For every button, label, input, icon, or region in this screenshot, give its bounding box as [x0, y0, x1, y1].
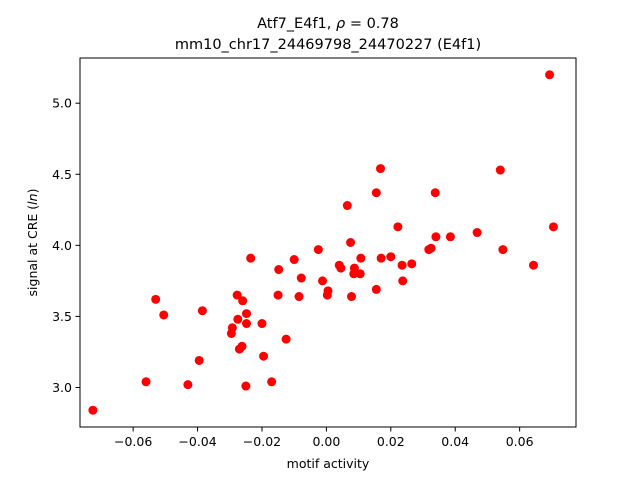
data-point: [495, 165, 505, 175]
data-point: [528, 260, 538, 270]
x-axis-label: motif activity: [287, 456, 370, 471]
y-axis-label-prefix: signal at CRE (: [25, 205, 40, 297]
data-point: [472, 228, 482, 238]
y-tick-label: 3.0: [52, 380, 72, 395]
data-point: [336, 263, 346, 273]
x-tick-label: 0.00: [312, 434, 340, 449]
x-tick-label: 0.02: [377, 434, 405, 449]
data-point: [241, 381, 251, 391]
data-point: [347, 292, 357, 302]
data-point: [355, 269, 365, 279]
data-point: [246, 253, 256, 263]
data-point: [183, 380, 193, 390]
y-tick-label: 5.0: [52, 96, 72, 111]
chart-title-rho-symbol: ρ: [336, 16, 346, 32]
data-point: [294, 292, 304, 302]
data-point: [398, 276, 408, 286]
data-point: [386, 252, 396, 262]
y-axis-label: signal at CRE (ln): [25, 189, 40, 297]
data-point: [426, 243, 436, 253]
data-point: [545, 70, 555, 80]
x-axis-ticks: −0.06 −0.04 −0.02 0.00 0.02 0.04 0.06: [114, 427, 534, 449]
data-point: [445, 232, 455, 242]
y-tick-label: 4.0: [52, 238, 72, 253]
data-point: [289, 255, 299, 265]
data-point: [376, 164, 385, 174]
y-tick-label: 3.5: [52, 309, 72, 324]
data-point: [548, 222, 558, 232]
data-point: [356, 253, 366, 263]
data-point: [342, 201, 352, 211]
data-point: [88, 405, 98, 415]
y-axis-ticks: 3.0 3.5 4.0 4.5 5.0: [52, 96, 80, 395]
data-point: [194, 355, 204, 365]
data-point: [349, 263, 359, 273]
data-point: [141, 377, 151, 387]
data-point: [267, 377, 277, 387]
chart-title-rho-value: = 0.78: [345, 16, 399, 32]
data-point: [151, 294, 161, 304]
data-point: [259, 351, 269, 361]
data-point: [197, 306, 207, 316]
x-tick-label: −0.04: [178, 434, 216, 449]
data-point: [257, 319, 267, 329]
data-point: [397, 260, 407, 270]
data-point: [281, 334, 291, 344]
chart-title-line2: mm10_chr17_24469798_24470227 (E4f1): [175, 37, 481, 53]
plot-frame: [79, 57, 577, 428]
y-axis-label-suffix: ): [25, 189, 40, 194]
data-point: [407, 259, 417, 269]
data-point: [371, 188, 381, 198]
data-point: [159, 310, 169, 320]
data-point: [227, 323, 237, 333]
chart-title-text: Atf7_E4f1,: [257, 16, 336, 32]
y-tick-label: 4.5: [52, 167, 72, 182]
data-point: [346, 238, 356, 247]
data-point: [232, 290, 242, 300]
chart-title-line1: Atf7_E4f1, ρ = 0.78: [257, 16, 399, 32]
data-point: [323, 286, 333, 296]
data-point: [238, 296, 248, 306]
data-point: [242, 319, 252, 329]
data-point: [376, 253, 386, 263]
data-point: [242, 309, 252, 319]
data-point: [273, 290, 283, 300]
x-tick-label: 0.06: [506, 434, 534, 449]
data-point: [274, 265, 284, 275]
data-point: [431, 232, 441, 242]
x-tick-label: −0.06: [114, 434, 152, 449]
data-points: [88, 70, 558, 415]
data-point: [296, 273, 306, 283]
data-point: [237, 341, 247, 351]
data-point: [430, 188, 440, 198]
data-point: [233, 314, 243, 324]
x-tick-label: −0.02: [243, 434, 281, 449]
data-point: [313, 245, 323, 255]
data-point: [318, 276, 328, 286]
data-point: [371, 284, 381, 294]
y-axis-label-italic: ln: [25, 193, 40, 204]
data-point: [393, 222, 403, 232]
data-point: [498, 245, 508, 255]
x-tick-label: 0.04: [441, 434, 469, 449]
